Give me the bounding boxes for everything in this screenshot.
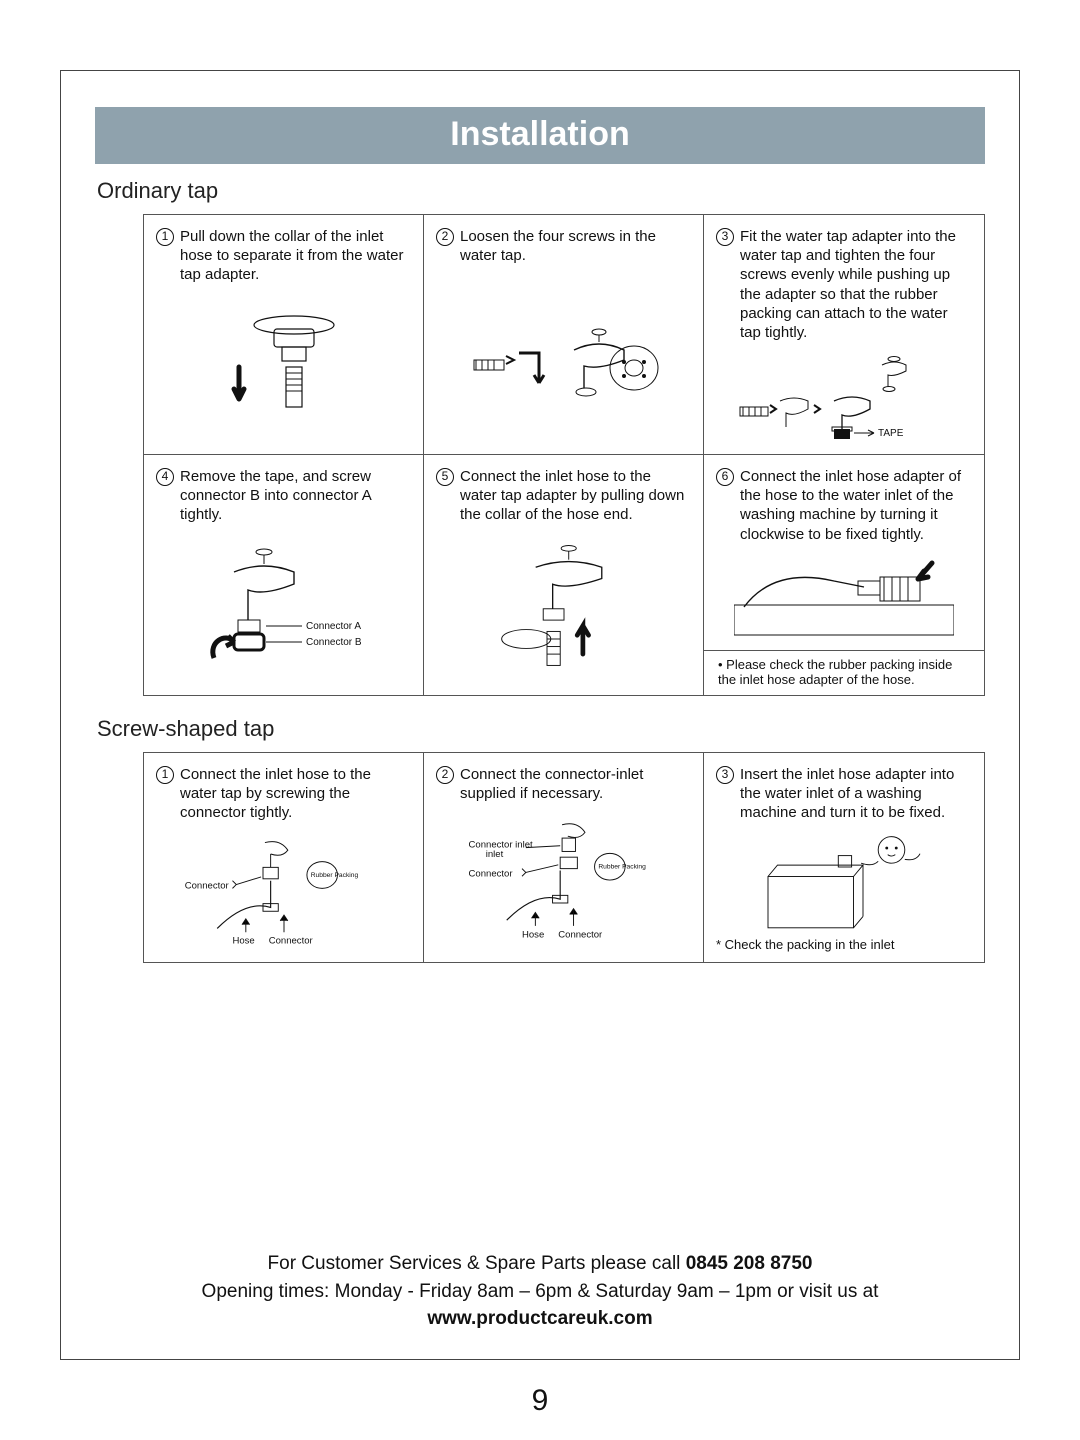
step-note: * Check the packing in the inlet [716,933,972,952]
step-number: 3 [716,228,734,246]
step-text: Fit the water tap adapter into the water… [740,227,972,342]
step-text: Connect the inlet hose to the water tap … [180,765,411,823]
illustration [436,531,691,685]
ordinary-step-4: 4 Remove the tape, and screw connector B… [144,455,424,695]
connector2-label: Connector [268,936,313,947]
footer-hours: Opening times: Monday - Friday 8am – 6pm… [61,1278,1019,1306]
step-number: 1 [156,228,174,246]
illustration: Connector Rubber Packing Hose Connector [156,829,411,953]
footer-block: For Customer Services & Spare Parts plea… [61,1250,1019,1333]
packing-label: Rubber Packing [310,872,358,879]
page: Installation Ordinary tap 1 Pull down th… [0,0,1080,1440]
hose-label: Hose [522,929,544,940]
connector-label: Connector [468,868,513,879]
screw-grid: 1 Connect the inlet hose to the water ta… [143,752,985,963]
section-label-ordinary: Ordinary tap [97,178,985,204]
step-text: Loosen the four screws in the water tap. [460,227,691,265]
step-number: 1 [156,766,174,784]
content-frame: Installation Ordinary tap 1 Pull down th… [60,70,1020,1360]
connector2-label: Connector [558,929,603,940]
step-number: 3 [716,766,734,784]
screw-step-3: 3 Insert the inlet hose adapter into the… [704,753,984,962]
footer-phone: 0845 208 8750 [686,1253,813,1274]
page-number: 9 [0,1384,1080,1418]
step-number: 4 [156,468,174,486]
section-label-screw: Screw-shaped tap [97,716,985,742]
screw-step-2: 2 Connect the connector-inlet supplied i… [424,753,704,962]
illustration: TAPE [716,348,972,444]
connector-b-label: Connector B [306,637,362,648]
illustration [716,829,972,934]
svg-text:inlet: inlet [485,849,503,860]
screw-step-1: 1 Connect the inlet hose to the water ta… [144,753,424,962]
step-text: Connect the inlet hose adapter of the ho… [740,467,972,544]
illustration [436,271,691,444]
tape-label: TAPE [878,428,904,439]
step-note: • Please check the rubber packing inside… [704,650,984,695]
step-number: 5 [436,468,454,486]
ordinary-step-2: 2 Loosen the four screws in the water ta… [424,215,704,455]
page-title: Installation [95,107,985,164]
packing-label: Rubber Packing [598,863,646,870]
step-text: Pull down the collar of the inlet hose t… [180,227,411,285]
illustration [156,291,411,444]
step-number: 2 [436,228,454,246]
step-text: Remove the tape, and screw connector B i… [180,467,411,525]
footer-url: www.productcareuk.com [427,1308,652,1329]
illustration: Connector A Connector B [156,531,411,685]
hose-label: Hose [232,936,254,947]
illustration: Connector inlet inlet Connector Rubber P… [436,809,691,952]
footer-cs-text: For Customer Services & Spare Parts plea… [268,1253,686,1274]
connector-label: Connector [184,880,229,891]
illustration [716,550,972,644]
ordinary-step-6: 6 Connect the inlet hose adapter of the … [704,455,984,695]
step-text: Insert the inlet hose adapter into the w… [740,765,972,823]
step-text: Connect the inlet hose to the water tap … [460,467,691,525]
ordinary-step-1: 1 Pull down the collar of the inlet hose… [144,215,424,455]
ordinary-step-3: 3 Fit the water tap adapter into the wat… [704,215,984,455]
step-number: 6 [716,468,734,486]
step-text: Connect the connector-inlet supplied if … [460,765,691,803]
connector-a-label: Connector A [306,621,361,632]
step-number: 2 [436,766,454,784]
ordinary-grid: 1 Pull down the collar of the inlet hose… [143,214,985,696]
ordinary-step-5: 5 Connect the inlet hose to the water ta… [424,455,704,695]
